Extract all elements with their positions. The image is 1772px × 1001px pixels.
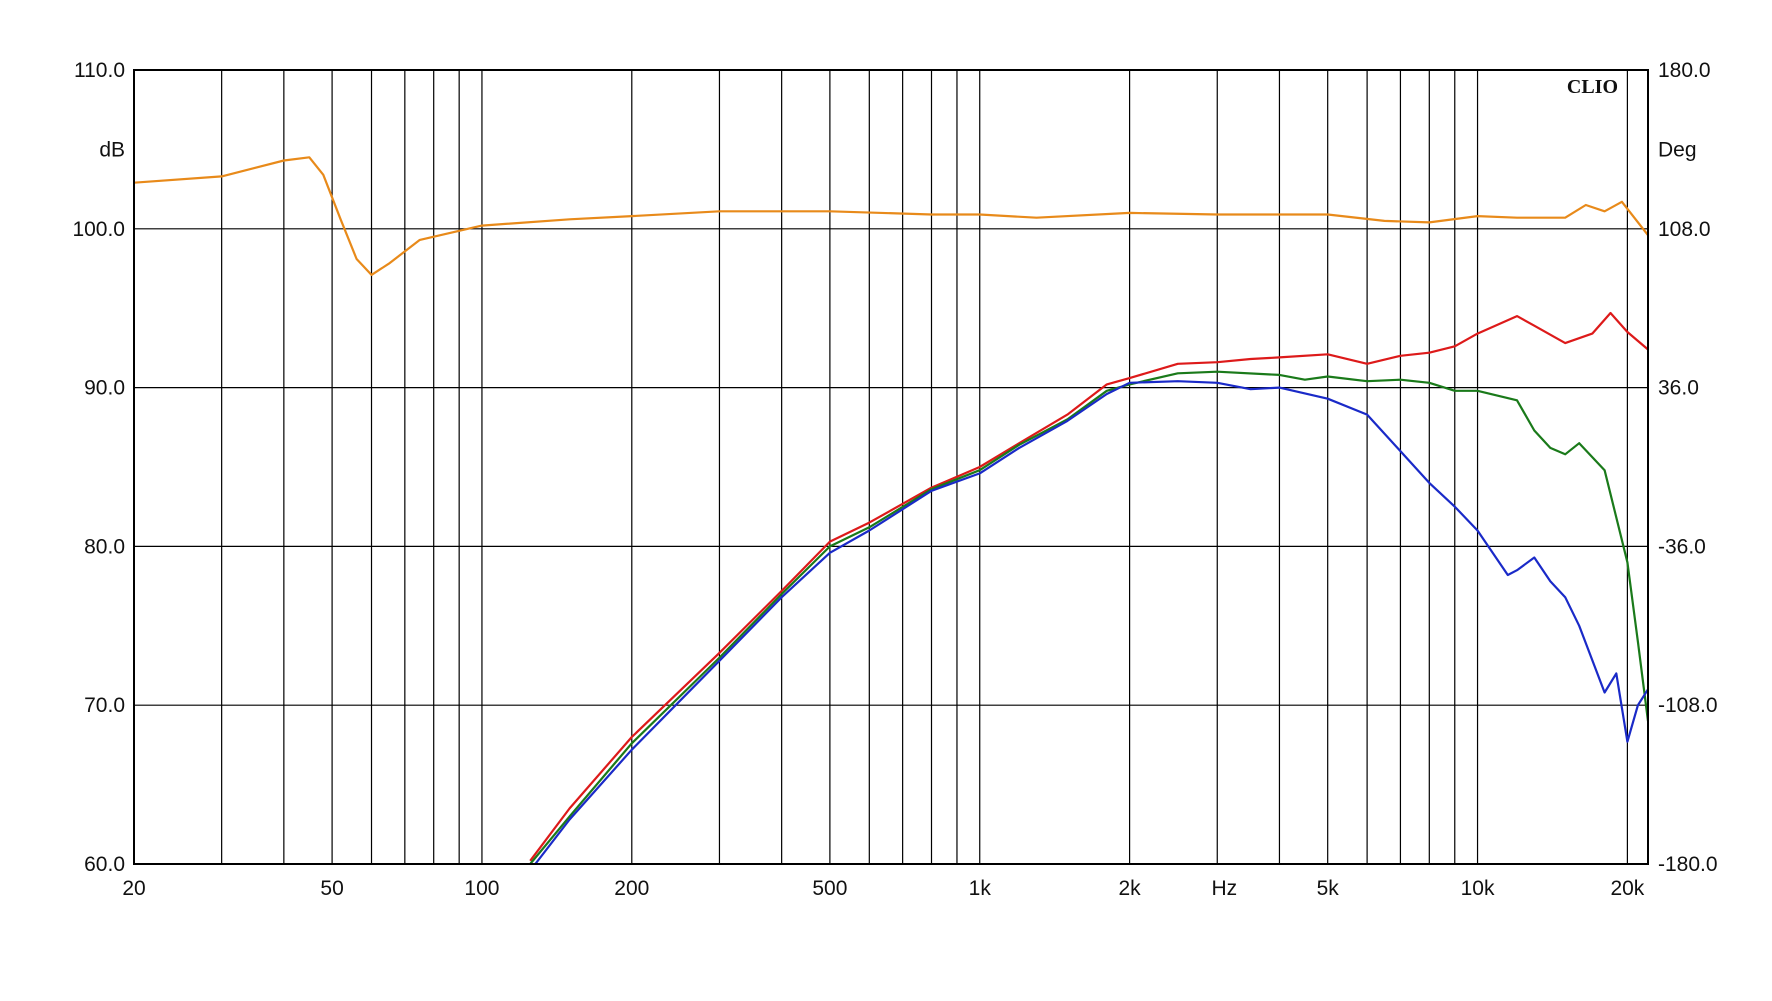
y-right-tick-label: 180.0 [1658,59,1711,82]
x-tick-label: 20k [1610,877,1644,900]
series-line-1 [134,156,1648,276]
left-axis-unit: dB [99,138,125,161]
series-line-4 [534,380,1648,864]
x-tick-label: 2k [1119,877,1142,900]
y-right-tick-label: -108.0 [1658,694,1718,717]
x-tick-label: 500 [812,877,847,900]
tick-labels: 60.0 70.0 80.0 90.0 100.0 110.0 -180.0 -108.0 -3… [72,59,1717,900]
grid-lines [133,69,1648,865]
y-left-tick-label: 110.0 [74,59,125,82]
x-tick-label: 1k [969,877,992,900]
x-tick-label: 5k [1317,877,1340,900]
x-axis-unit: Hz [1212,877,1238,900]
series-line-2 [529,311,1648,862]
x-tick-label: 50 [320,877,343,900]
right-axis-unit: Deg [1658,138,1697,161]
y-left-tick-label: 100.0 [72,218,125,241]
x-tick-label: 20 [122,877,145,900]
y-right-tick-label: -180.0 [1658,853,1718,876]
y-right-tick-label: 108.0 [1658,218,1711,241]
y-left-tick-label: 90.0 [84,377,125,400]
y-left-tick-label: 70.0 [84,694,125,717]
y-left-tick-label: 60.0 [84,853,125,876]
y-right-tick-label: -36.0 [1658,535,1706,558]
y-left-tick-label: 80.0 [84,535,125,558]
series-lines [134,156,1648,864]
plot-frame [133,69,1649,865]
x-tick-label: 100 [464,877,499,900]
y-right-tick-label: 36.0 [1658,377,1699,400]
series-line-3 [529,370,1648,864]
clio-brand-label: CLIO [1567,76,1618,98]
x-tick-label: 200 [614,877,649,900]
x-tick-label: 10k [1461,877,1495,900]
